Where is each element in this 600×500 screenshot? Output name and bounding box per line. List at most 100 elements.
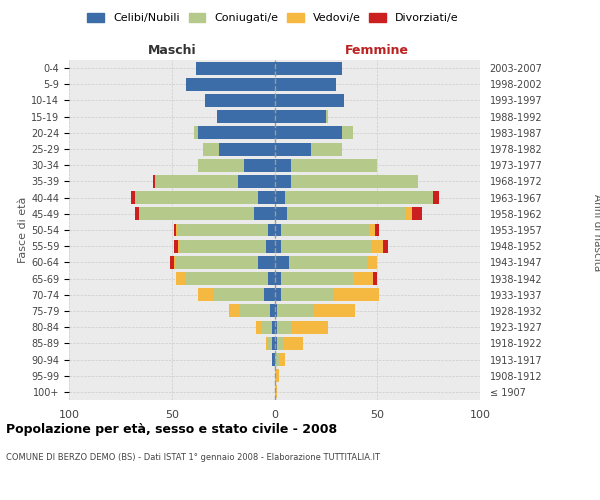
Bar: [139, 208, 254, 220]
Bar: [180, 240, 266, 252]
Bar: [334, 288, 379, 301]
Bar: [275, 142, 311, 156]
Text: COMUNE DI BERZO DEMO (BS) - Dati ISTAT 1° gennaio 2008 - Elaborazione TUTTITALIA: COMUNE DI BERZO DEMO (BS) - Dati ISTAT 1…: [6, 452, 380, 462]
Bar: [275, 337, 277, 350]
Bar: [277, 320, 291, 334]
Bar: [186, 272, 268, 285]
Bar: [268, 224, 275, 236]
Y-axis label: Fasce di età: Fasce di età: [18, 197, 28, 263]
Bar: [291, 320, 328, 334]
Bar: [266, 337, 268, 350]
Bar: [256, 320, 262, 334]
Bar: [268, 337, 272, 350]
Bar: [194, 126, 199, 140]
Bar: [262, 320, 272, 334]
Text: Femmine: Femmine: [345, 44, 409, 57]
Bar: [275, 94, 344, 107]
Bar: [277, 337, 283, 350]
Bar: [369, 224, 375, 236]
Bar: [275, 369, 278, 382]
Bar: [375, 224, 379, 236]
Bar: [199, 126, 275, 140]
Bar: [373, 272, 377, 285]
Bar: [219, 142, 275, 156]
Bar: [383, 240, 388, 252]
Bar: [176, 256, 258, 269]
Bar: [283, 337, 303, 350]
Bar: [281, 224, 369, 236]
Bar: [272, 353, 275, 366]
Bar: [275, 256, 289, 269]
Bar: [271, 304, 275, 318]
Bar: [289, 256, 367, 269]
Bar: [176, 272, 186, 285]
Bar: [275, 224, 281, 236]
Bar: [135, 208, 139, 220]
Bar: [275, 272, 281, 285]
Bar: [238, 175, 275, 188]
Bar: [174, 224, 176, 236]
Bar: [217, 110, 275, 123]
Bar: [275, 175, 291, 188]
Bar: [275, 304, 277, 318]
Bar: [275, 288, 281, 301]
Bar: [311, 142, 343, 156]
Bar: [155, 175, 238, 188]
Bar: [314, 304, 355, 318]
Bar: [353, 272, 373, 285]
Bar: [406, 208, 412, 220]
Text: Maschi: Maschi: [148, 44, 196, 57]
Bar: [343, 126, 353, 140]
Bar: [258, 256, 275, 269]
Bar: [264, 288, 275, 301]
Bar: [287, 208, 406, 220]
Bar: [131, 191, 135, 204]
Bar: [178, 224, 268, 236]
Bar: [285, 191, 433, 204]
Bar: [170, 256, 174, 269]
Bar: [272, 337, 275, 350]
Text: Popolazione per età, sesso e stato civile - 2008: Popolazione per età, sesso e stato civil…: [6, 422, 337, 436]
Bar: [205, 94, 275, 107]
Bar: [268, 272, 275, 285]
Bar: [275, 353, 278, 366]
Bar: [153, 175, 155, 188]
Bar: [412, 208, 422, 220]
Bar: [275, 240, 281, 252]
Bar: [291, 175, 418, 188]
Bar: [239, 304, 271, 318]
Bar: [275, 62, 343, 74]
Bar: [275, 386, 277, 398]
Text: Anni di nascita: Anni di nascita: [592, 194, 600, 271]
Bar: [281, 240, 371, 252]
Bar: [275, 159, 291, 172]
Bar: [275, 320, 277, 334]
Bar: [275, 126, 343, 140]
Bar: [266, 240, 275, 252]
Bar: [367, 256, 377, 269]
Bar: [433, 191, 439, 204]
Bar: [326, 110, 328, 123]
Bar: [277, 304, 314, 318]
Bar: [275, 78, 336, 91]
Bar: [278, 353, 285, 366]
Bar: [203, 142, 219, 156]
Bar: [258, 191, 275, 204]
Bar: [275, 208, 287, 220]
Bar: [174, 256, 176, 269]
Bar: [135, 191, 258, 204]
Bar: [176, 224, 178, 236]
Bar: [199, 288, 213, 301]
Bar: [213, 288, 264, 301]
Bar: [291, 159, 377, 172]
Bar: [281, 272, 353, 285]
Bar: [186, 78, 275, 91]
Bar: [281, 288, 334, 301]
Bar: [178, 240, 180, 252]
Bar: [199, 159, 244, 172]
Bar: [196, 62, 275, 74]
Bar: [244, 159, 275, 172]
Bar: [229, 304, 239, 318]
Bar: [174, 240, 178, 252]
Bar: [275, 191, 285, 204]
